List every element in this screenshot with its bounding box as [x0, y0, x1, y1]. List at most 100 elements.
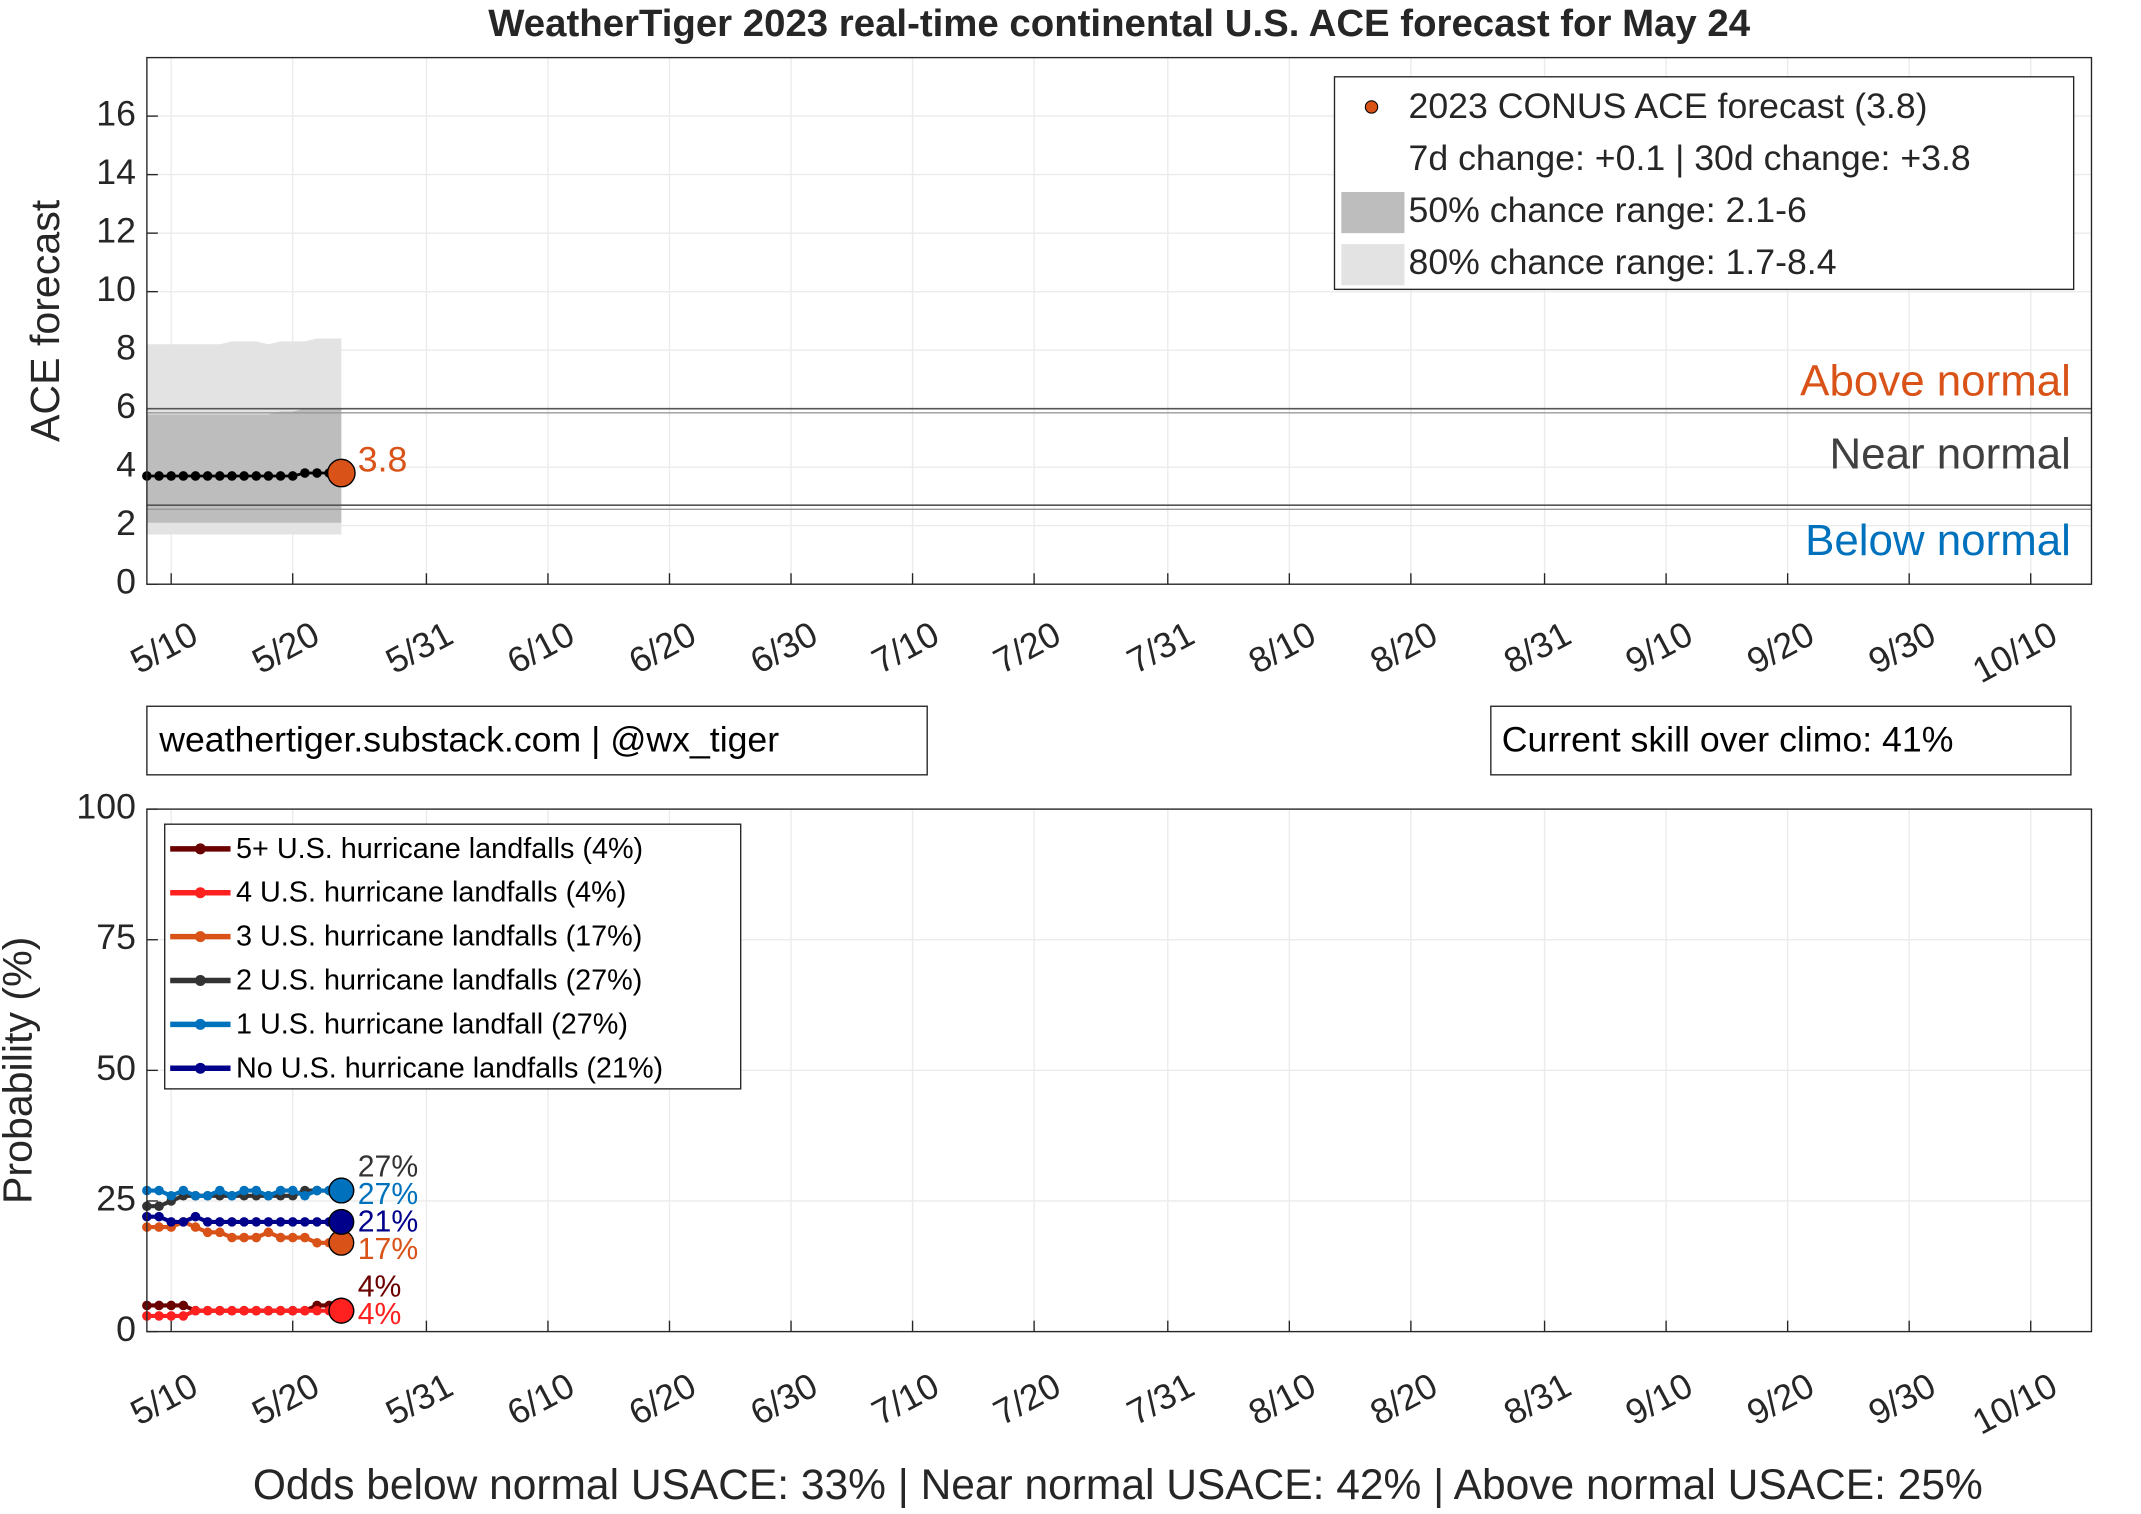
data-point	[166, 1300, 176, 1311]
y-tick-label: 10	[96, 269, 136, 309]
x-tick-label: 6/20	[622, 614, 702, 682]
data-point	[154, 1311, 164, 1321]
chart-title: WeatherTiger 2023 real-time continental …	[488, 2, 1750, 45]
data-point	[251, 1232, 262, 1243]
data-point	[251, 1185, 262, 1196]
x-tick-label: 5/31	[379, 614, 459, 682]
data-point	[215, 1185, 225, 1196]
data-point	[190, 471, 201, 481]
data-point	[326, 458, 356, 488]
legend-marker	[194, 1062, 206, 1074]
data-point	[166, 1190, 176, 1201]
x-tick-label: 8/31	[1497, 614, 1577, 682]
x-tick-label: 10/10	[1966, 1365, 2064, 1442]
data-point	[312, 1217, 322, 1227]
data-point	[154, 1201, 164, 1212]
data-point	[178, 471, 189, 481]
data-point	[227, 1190, 237, 1201]
axes-frame	[146, 56, 2093, 585]
y-tick-label: 100	[76, 787, 135, 827]
data-point	[227, 1305, 237, 1316]
legend-label: 50% chance range: 2.1-6	[1409, 190, 1807, 230]
y-tick-label: 6	[116, 386, 136, 426]
legend-swatch	[1341, 191, 1405, 234]
y-axis-label: Probability (%)	[0, 937, 41, 1204]
x-tick-label: 5/10	[124, 1365, 204, 1433]
y-tick-label: 12	[96, 211, 136, 251]
annotation: Current skill over climo: 41%	[1502, 719, 1954, 759]
data-point	[215, 1227, 225, 1238]
value-label: 27%	[358, 1151, 418, 1184]
y-tick-label: 16	[96, 94, 136, 134]
data-point	[287, 1185, 298, 1196]
data-point	[239, 1185, 249, 1196]
data-point	[263, 1305, 274, 1316]
annotation: weathertiger.substack.com | @wx_tiger	[158, 719, 779, 759]
y-tick-label: 50	[96, 1048, 136, 1088]
data-point	[251, 471, 262, 481]
x-tick-label: 7/20	[987, 1365, 1067, 1433]
data-point	[275, 471, 286, 481]
x-tick-label: 9/20	[1740, 1365, 1820, 1433]
annotation-box	[146, 705, 928, 776]
x-tick-label: 5/31	[379, 1365, 459, 1433]
legend-marker	[194, 843, 206, 855]
data-point	[227, 1217, 237, 1227]
data-point	[312, 468, 322, 478]
legend-swatch	[1341, 244, 1405, 286]
y-tick-label: 14	[96, 152, 136, 192]
data-point	[166, 1311, 176, 1321]
zone-label: Above normal	[1800, 357, 2071, 406]
legend-label: No U.S. hurricane landfalls (21%)	[236, 1052, 663, 1084]
value-label: 4%	[358, 1298, 402, 1331]
data-point	[251, 1305, 262, 1316]
data-point	[190, 1211, 201, 1222]
data-point	[178, 1311, 189, 1321]
legend-label: 2023 CONUS ACE forecast (3.8)	[1409, 86, 1928, 126]
data-point	[154, 1222, 164, 1232]
data-point	[215, 1217, 225, 1227]
y-tick-label: 4	[116, 445, 136, 485]
x-tick-label: 6/10	[501, 1365, 581, 1433]
data-point	[300, 1232, 310, 1243]
data-point	[154, 471, 164, 481]
data-point	[227, 471, 237, 481]
data-point	[202, 1217, 213, 1227]
range-band	[146, 408, 342, 523]
data-point	[202, 1227, 213, 1238]
data-point	[300, 1217, 310, 1227]
data-point	[275, 1305, 286, 1316]
data-point	[154, 1211, 164, 1222]
data-point	[202, 471, 213, 481]
data-point	[287, 1232, 298, 1243]
data-point	[178, 1185, 189, 1196]
x-tick-label: 7/10	[865, 614, 945, 682]
zone-label: Near normal	[1830, 430, 2071, 479]
data-point	[190, 1305, 201, 1316]
data-point	[312, 1237, 322, 1248]
data-point	[215, 471, 225, 481]
y-tick-label: 75	[96, 917, 136, 957]
data-point	[275, 1185, 286, 1196]
annotation-box	[1490, 705, 2072, 776]
y-axis-label: ACE forecast	[22, 199, 68, 442]
data-point	[275, 1217, 286, 1227]
legend-marker	[194, 1018, 206, 1030]
data-point	[178, 1300, 189, 1311]
x-tick-label: 7/31	[1121, 1365, 1201, 1433]
x-tick-label: 6/30	[744, 1365, 824, 1433]
x-tick-label: 8/20	[1364, 1365, 1444, 1433]
data-point	[190, 1222, 201, 1232]
data-point	[178, 1217, 189, 1227]
y-tick-label: 0	[116, 1309, 136, 1349]
legend-label: 4 U.S. hurricane landfalls (4%)	[236, 877, 626, 909]
data-point	[287, 471, 298, 481]
x-tick-label: 7/31	[1121, 614, 1201, 682]
data-point	[202, 1305, 213, 1316]
data-point	[328, 1297, 355, 1324]
value-label: 27%	[358, 1178, 418, 1211]
x-tick-label: 10/10	[1966, 614, 2064, 691]
x-tick-label: 9/10	[1619, 614, 1699, 682]
legend-marker	[1364, 100, 1379, 114]
x-tick-label: 6/20	[622, 1365, 702, 1433]
